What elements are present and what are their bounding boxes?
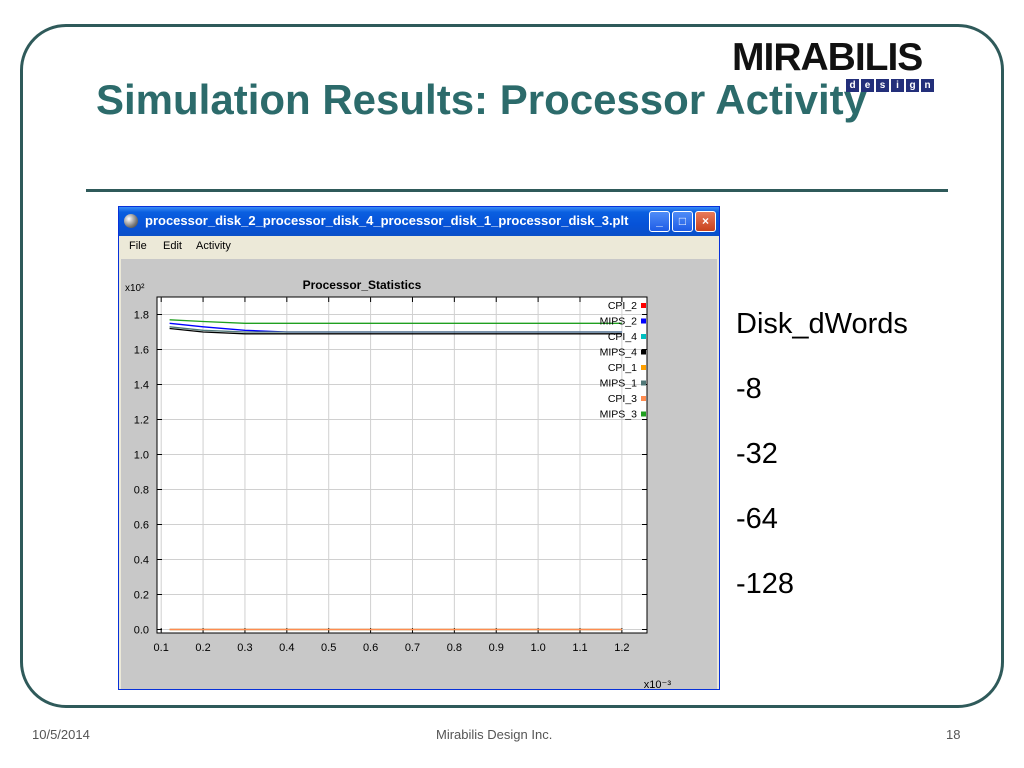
maximize-button[interactable]: □ xyxy=(672,211,693,232)
y-tick-label: 1.4 xyxy=(134,380,149,392)
menu-bar: File Edit Activity xyxy=(119,237,719,257)
y-tick-label: 0.4 xyxy=(134,555,149,567)
menu-activity[interactable]: Activity xyxy=(196,240,231,252)
legend-swatch xyxy=(641,334,646,339)
x-tick-label: 0.1 xyxy=(154,642,169,654)
logo-tile: n xyxy=(921,79,934,92)
x-tick-label: 0.6 xyxy=(363,642,378,654)
y-tick-label: 1.2 xyxy=(134,415,149,427)
x-tick-label: 1.2 xyxy=(614,642,629,654)
x-exponent-label: x10⁻³ xyxy=(644,679,672,689)
legend-label: MIPS_3 xyxy=(600,409,638,421)
legend-label: CPI_3 xyxy=(608,393,637,405)
logo-design-tiles: d e s i g n xyxy=(846,79,934,92)
legend-label: CPI_4 xyxy=(608,331,637,343)
legend-swatch xyxy=(641,365,646,370)
logo-wordmark: MIRABILIS xyxy=(732,36,923,79)
y-tick-label: 1.0 xyxy=(134,450,149,462)
legend-label: MIPS_2 xyxy=(600,316,638,328)
menu-file[interactable]: File xyxy=(129,240,147,252)
legend-label: MIPS_4 xyxy=(600,347,638,359)
x-tick-label: 0.4 xyxy=(279,642,294,654)
y-tick-label: 0.8 xyxy=(134,485,149,497)
footer-company: Mirabilis Design Inc. xyxy=(436,727,553,742)
footer-date: 10/5/2014 xyxy=(32,727,90,742)
list-heading: Disk_dWords xyxy=(736,308,908,340)
legend-label: CPI_1 xyxy=(608,362,637,374)
series-line-mips_1 xyxy=(169,326,622,333)
legend-swatch xyxy=(641,318,646,324)
y-tick-label: 0.2 xyxy=(134,590,149,602)
company-logo: MIRABILIS d e s i g n xyxy=(732,36,944,96)
legend-label: CPI_2 xyxy=(608,300,637,312)
list-item: -32 xyxy=(736,438,778,470)
app-icon xyxy=(124,214,138,228)
logo-tile: e xyxy=(861,79,874,92)
list-item: -128 xyxy=(736,568,795,600)
close-button[interactable]: × xyxy=(695,211,716,232)
x-tick-label: 0.7 xyxy=(405,642,420,654)
legend-swatch xyxy=(641,396,646,401)
x-tick-label: 1.1 xyxy=(572,642,587,654)
list-item: -64 xyxy=(736,503,778,535)
x-tick-label: 1.0 xyxy=(530,642,545,654)
legend-swatch xyxy=(641,349,646,355)
x-tick-label: 0.5 xyxy=(321,642,336,654)
chart-title: Processor_Statistics xyxy=(303,278,422,292)
series-line-mips_4 xyxy=(169,327,622,335)
x-tick-label: 0.2 xyxy=(195,642,210,654)
x-tick-label: 0.9 xyxy=(489,642,504,654)
logo-tile: s xyxy=(876,79,889,92)
y-tick-label: 0.0 xyxy=(134,625,149,637)
y-tick-label: 0.6 xyxy=(134,520,149,532)
processor-statistics-chart: 0.1 0.2 0.3 0.4 0.5 0.6 0.7 0.8 0.9 1.0 1.1 1.2 0.0 0… xyxy=(125,278,672,689)
x-tick-label: 0.3 xyxy=(237,642,252,654)
legend-swatch xyxy=(641,380,646,386)
y-tick-label: 1.6 xyxy=(134,345,149,357)
plot-window: processor_disk_2_processor_disk_4_proces… xyxy=(118,206,720,690)
footer-page-number: 18 xyxy=(946,727,961,742)
disk-dwords-list: Disk_dWords -8 -32 -64 -128 xyxy=(736,300,966,625)
minimize-button[interactable]: _ xyxy=(649,211,670,232)
plot-area: 0.1 0.2 0.3 0.4 0.5 0.6 0.7 0.8 0.9 1.0 1.1 1.2 0.0 0… xyxy=(121,259,717,689)
plot-canvas xyxy=(156,296,648,634)
x-tick-label: 0.8 xyxy=(447,642,462,654)
title-divider xyxy=(86,189,948,192)
y-exponent-label: x10² xyxy=(125,283,145,294)
y-tick-label: 1.8 xyxy=(134,310,149,322)
legend-label: MIPS_1 xyxy=(600,378,638,390)
window-titlebar[interactable]: processor_disk_2_processor_disk_4_proces… xyxy=(119,207,719,236)
legend-swatch xyxy=(641,411,646,417)
series-line-mips_3 xyxy=(169,319,622,324)
logo-tile: g xyxy=(906,79,919,92)
list-item: -8 xyxy=(736,373,762,405)
logo-tile: i xyxy=(891,79,904,92)
slide-title: Simulation Results: Processor Activity xyxy=(96,76,867,123)
logo-tile: d xyxy=(846,79,859,92)
window-title: processor_disk_2_processor_disk_4_proces… xyxy=(145,213,629,228)
menu-edit[interactable]: Edit xyxy=(163,240,182,252)
legend-swatch xyxy=(641,303,646,308)
